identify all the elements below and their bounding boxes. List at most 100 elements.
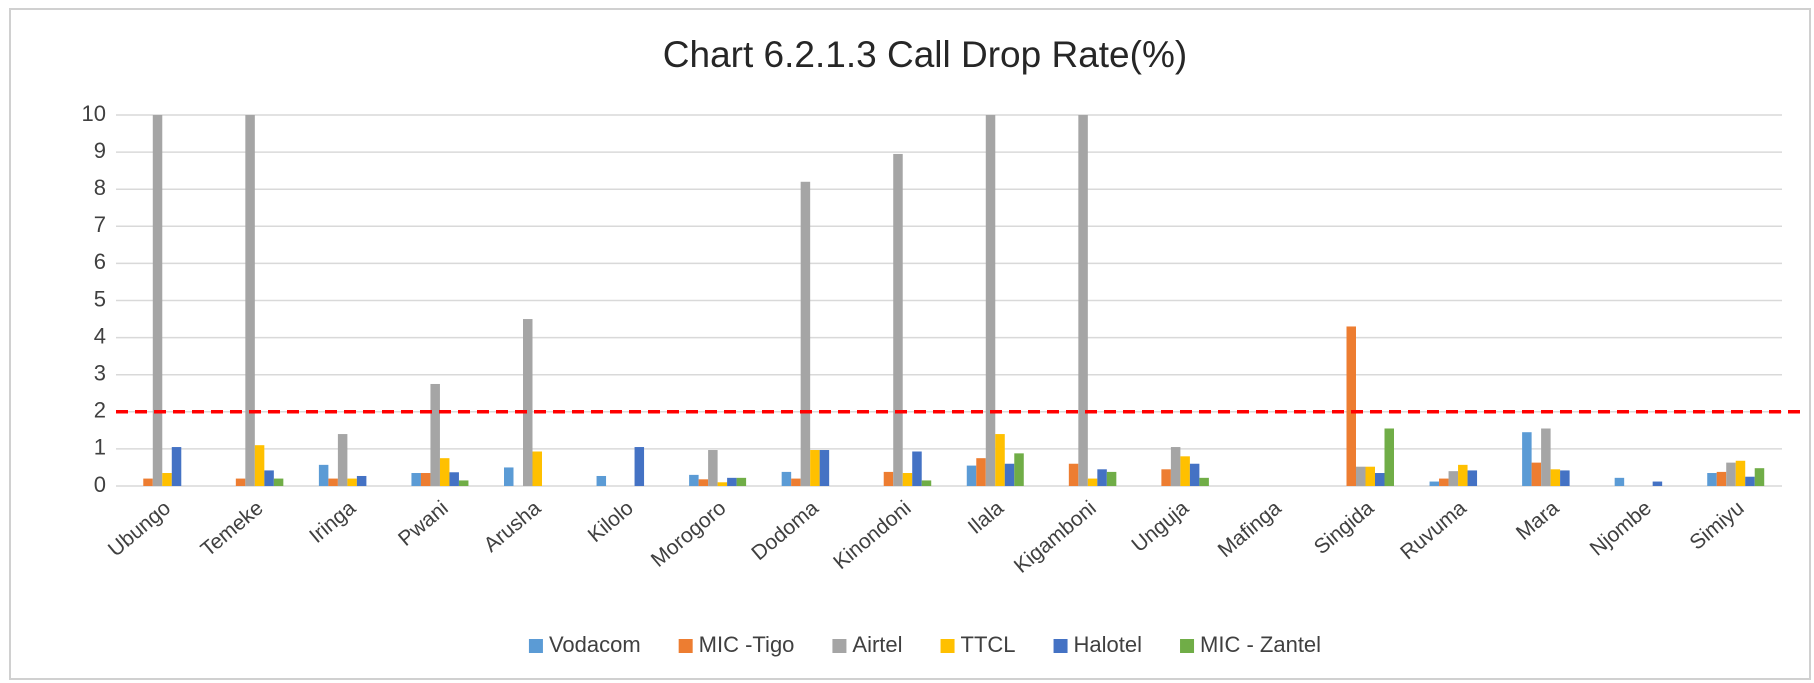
y-tick-label: 8: [94, 175, 106, 200]
bar: [1004, 463, 1015, 486]
legend-label: TTCL: [961, 632, 1016, 657]
bar: [1522, 432, 1532, 486]
bar: [1467, 470, 1478, 486]
bar: [717, 482, 728, 486]
chart-frame: [9, 8, 1811, 680]
bar: [1726, 462, 1736, 486]
bar: [337, 434, 348, 486]
bar: [162, 473, 172, 486]
legend-label: MIC -Tigo: [699, 632, 795, 657]
bar: [1707, 473, 1717, 486]
bar: [1106, 471, 1117, 486]
bar: [810, 450, 820, 486]
bar: [439, 458, 450, 486]
legend-swatch: [940, 639, 955, 653]
bar: [171, 447, 182, 486]
bar: [596, 475, 607, 486]
legend-label: Halotel: [1074, 632, 1142, 657]
y-tick-label: 4: [94, 323, 106, 348]
y-tick-label: 7: [94, 212, 106, 237]
bar: [1068, 463, 1079, 486]
bar: [1189, 463, 1200, 486]
bar: [1550, 469, 1561, 486]
bar: [347, 478, 357, 486]
bar: [1161, 469, 1171, 486]
bar: [1356, 466, 1366, 486]
legend-swatch: [832, 639, 847, 653]
y-tick-label: 0: [94, 472, 106, 497]
legend-label: Airtel: [852, 632, 902, 657]
bar: [245, 115, 255, 486]
bar: [264, 470, 274, 486]
y-tick-label: 10: [82, 101, 106, 126]
bar: [458, 480, 469, 486]
bar: [698, 479, 709, 486]
bar: [504, 467, 514, 486]
legend-label: MIC - Zantel: [1200, 632, 1321, 657]
bar: [736, 477, 747, 486]
bar: [235, 478, 246, 486]
bar: [1199, 477, 1209, 486]
chart-title: Chart 6.2.1.3 Call Drop Rate(%): [663, 34, 1187, 75]
bar: [1745, 476, 1755, 486]
bar: [318, 464, 329, 486]
bar: [1375, 473, 1385, 486]
bar: [1365, 466, 1375, 486]
bar: [430, 383, 440, 486]
legend-label: Vodacom: [549, 632, 641, 657]
bar: [727, 477, 737, 486]
bar: [689, 474, 699, 486]
bar: [1384, 428, 1394, 486]
bar: [328, 478, 338, 486]
bar: [902, 473, 913, 486]
bar: [966, 465, 977, 486]
bar: [1614, 477, 1625, 486]
legend-swatch: [1180, 639, 1195, 653]
bar: [1429, 481, 1440, 486]
bar: [1541, 428, 1551, 486]
bar: [1170, 447, 1181, 486]
bar: [883, 471, 894, 486]
y-tick-label: 6: [94, 249, 106, 274]
bar: [893, 153, 903, 486]
bar: [912, 451, 922, 486]
bar: [1078, 115, 1088, 486]
bar: [1180, 456, 1190, 486]
bar: [634, 447, 645, 486]
bar: [1560, 470, 1570, 486]
legend-swatch: [1053, 639, 1068, 653]
bar: [254, 445, 265, 486]
bar: [800, 181, 811, 486]
legend-swatch: [678, 639, 693, 653]
bar: [1716, 471, 1727, 486]
bar: [1097, 469, 1107, 486]
bar: [791, 478, 801, 486]
bar: [449, 472, 459, 486]
bar: [708, 450, 718, 486]
y-tick-label: 5: [94, 286, 106, 311]
bar: [1448, 471, 1459, 486]
bar: [1458, 464, 1468, 486]
bar: [1754, 468, 1765, 486]
bar: [273, 478, 284, 486]
y-tick-label: 3: [94, 361, 106, 386]
bar: [356, 475, 367, 486]
bar: [532, 451, 542, 486]
bar: [152, 115, 163, 486]
y-tick-label: 1: [94, 435, 106, 460]
bar: [985, 115, 996, 486]
bar: [995, 434, 1005, 486]
bar: [420, 473, 431, 486]
bar: [781, 471, 792, 486]
y-tick-label: 2: [94, 398, 106, 423]
bar: [1087, 478, 1098, 486]
bar: [1346, 326, 1356, 486]
bar: [1014, 453, 1024, 486]
legend-swatch: [528, 639, 543, 653]
bar: [143, 478, 153, 486]
y-tick-label: 9: [94, 138, 106, 163]
bar: [819, 450, 830, 486]
bar: [1652, 481, 1663, 486]
bar: [976, 458, 986, 486]
